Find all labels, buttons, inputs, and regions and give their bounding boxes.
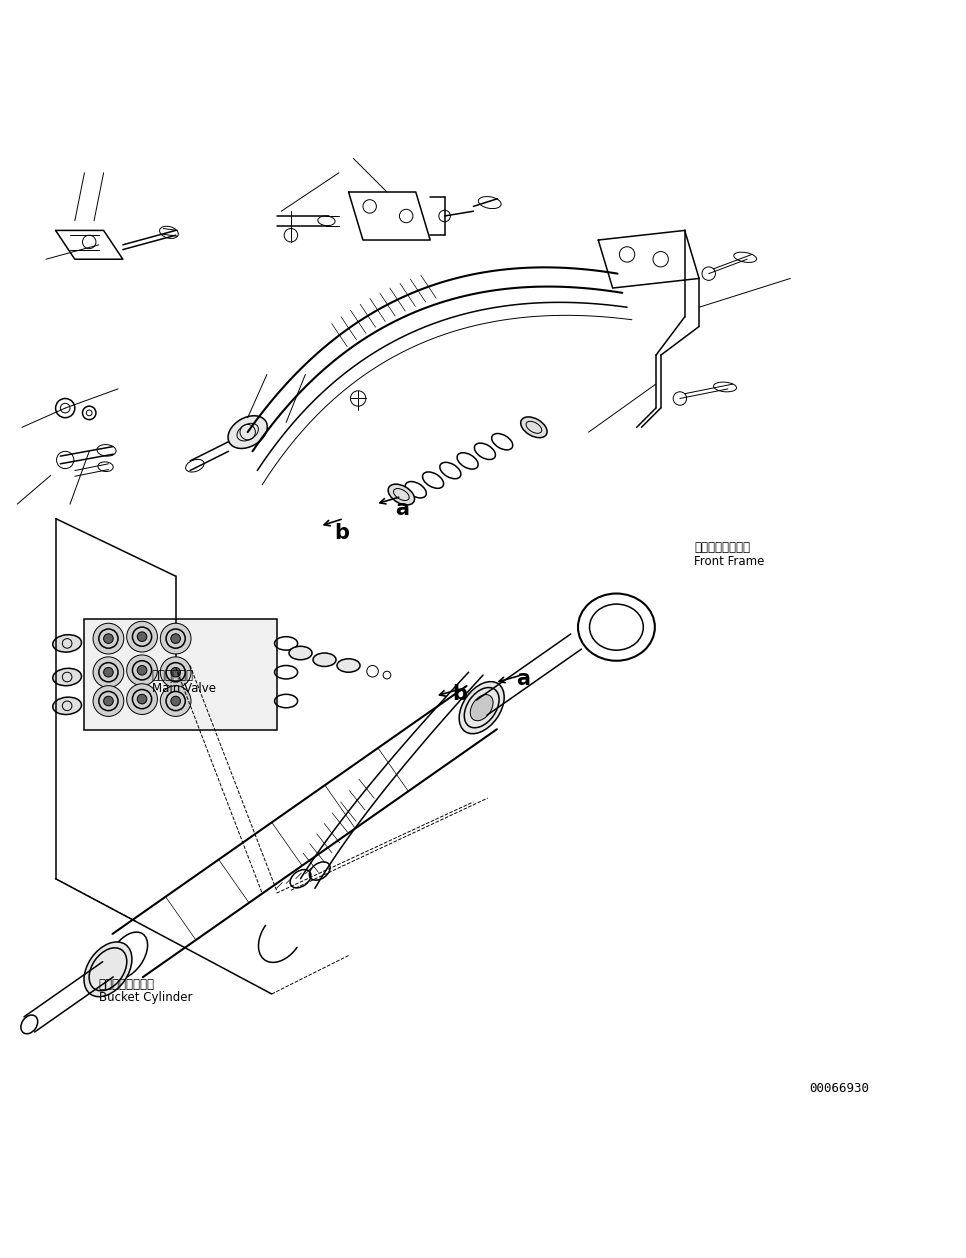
Ellipse shape <box>337 659 360 672</box>
Circle shape <box>137 694 147 704</box>
Circle shape <box>160 623 191 654</box>
Bar <box>84 619 276 730</box>
Ellipse shape <box>228 415 268 448</box>
Text: a: a <box>395 499 409 520</box>
Ellipse shape <box>521 416 547 438</box>
Circle shape <box>103 634 113 643</box>
Circle shape <box>171 668 181 677</box>
Circle shape <box>160 686 191 716</box>
Ellipse shape <box>470 694 493 721</box>
Circle shape <box>93 623 124 654</box>
Ellipse shape <box>388 484 414 504</box>
Circle shape <box>103 696 113 706</box>
Text: バケットシリンダ: バケットシリンダ <box>99 977 155 991</box>
Ellipse shape <box>53 697 81 715</box>
Circle shape <box>127 621 157 652</box>
Circle shape <box>93 657 124 688</box>
Circle shape <box>137 632 147 642</box>
Text: Main Valve: Main Valve <box>152 682 215 696</box>
Circle shape <box>127 684 157 715</box>
Text: a: a <box>517 669 530 689</box>
Text: b: b <box>452 684 468 704</box>
Ellipse shape <box>289 647 312 659</box>
Circle shape <box>160 657 191 688</box>
Circle shape <box>103 668 113 677</box>
Ellipse shape <box>313 653 336 667</box>
Circle shape <box>137 665 147 676</box>
Text: Bucket Cylinder: Bucket Cylinder <box>99 991 192 1004</box>
Text: メインバルブ: メインバルブ <box>152 668 193 682</box>
Ellipse shape <box>53 635 81 652</box>
Text: フロントフレーム: フロントフレーム <box>695 541 751 554</box>
Text: Front Frame: Front Frame <box>695 555 765 569</box>
Ellipse shape <box>53 668 81 686</box>
Ellipse shape <box>84 942 132 996</box>
Circle shape <box>171 634 181 643</box>
Text: 00066930: 00066930 <box>810 1082 869 1094</box>
Circle shape <box>127 655 157 686</box>
Text: b: b <box>334 523 349 543</box>
Ellipse shape <box>459 682 504 733</box>
Circle shape <box>93 686 124 716</box>
Circle shape <box>171 696 181 706</box>
